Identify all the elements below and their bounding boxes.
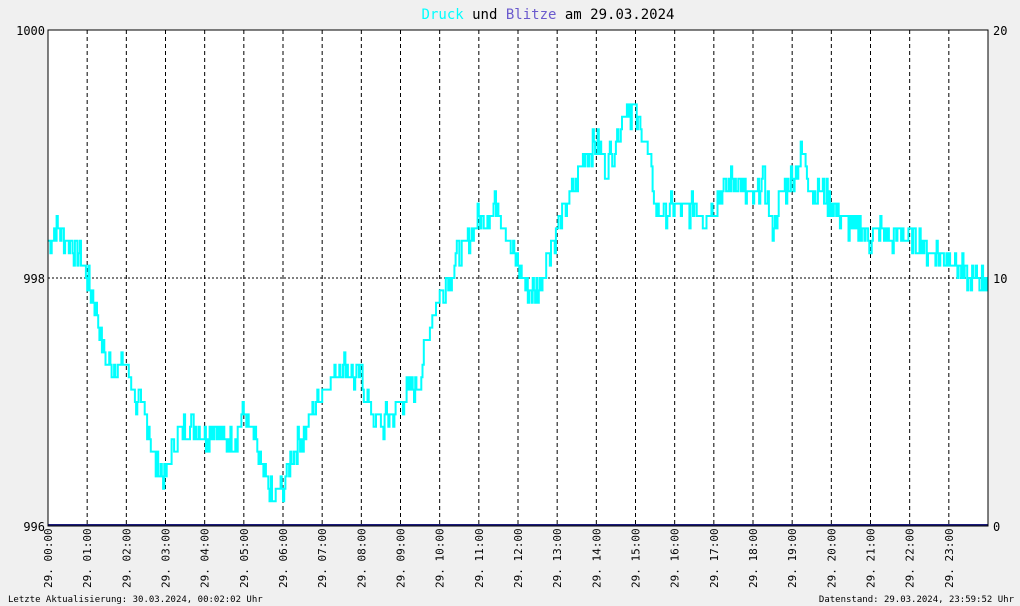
title-druck: Druck xyxy=(422,7,465,23)
druck-series-line xyxy=(48,103,988,503)
x-tick-label: 29. 03:00 xyxy=(160,528,173,588)
y-right-tick-label: 20 xyxy=(993,24,1007,38)
x-tick-label: 29. 17:00 xyxy=(708,528,721,588)
title-date: am 29.03.2024 xyxy=(565,7,675,23)
y-left-tick-label: 1000 xyxy=(16,24,45,38)
x-tick-label: 29. 01:00 xyxy=(81,528,94,588)
x-tick-label: 29. 22:00 xyxy=(904,528,917,588)
title-und: und xyxy=(472,7,497,23)
title-blitze: Blitze xyxy=(506,7,557,23)
footer-last-update: Letzte Aktualisierung: 30.03.2024, 00:02… xyxy=(8,595,263,605)
x-tick-label: 29. 20:00 xyxy=(825,528,838,588)
x-tick-label: 29. 12:00 xyxy=(512,528,525,588)
x-tick-label: 29. 07:00 xyxy=(316,528,329,588)
x-tick-label: 29. 05:00 xyxy=(238,528,251,588)
x-tick-label: 29. 18:00 xyxy=(747,528,760,588)
x-tick-label: 29. 02:00 xyxy=(120,528,133,588)
x-tick-label: 29. 16:00 xyxy=(669,528,682,588)
x-tick-label: 29. 04:00 xyxy=(199,528,212,588)
x-tick-label: 29. 13:00 xyxy=(551,528,564,588)
footer-data-status: Datenstand: 29.03.2024, 23:59:52 Uhr xyxy=(819,595,1015,605)
y-axis-left: 1000 998 996 xyxy=(16,24,45,534)
grid xyxy=(48,29,988,526)
x-tick-label: 29. 19:00 xyxy=(786,528,799,588)
chart-title: Druck und Blitze am 29.03.2024 xyxy=(422,7,675,23)
y-right-tick-label: 10 xyxy=(993,272,1007,286)
x-tick-label: 29. 14:00 xyxy=(590,528,603,588)
y-right-tick-label: 0 xyxy=(993,520,1000,534)
y-axis-right: 20 10 0 xyxy=(993,24,1007,534)
x-tick-label: 29. 00:00 xyxy=(42,528,55,588)
x-tick-label: 29. 11:00 xyxy=(473,528,486,588)
x-tick-label: 29. 08:00 xyxy=(355,528,368,588)
x-axis: 29. 00:00 29. 01:00 29. 02:00 29. 03:00 29. … xyxy=(42,528,956,588)
x-tick-label: 29. 10:00 xyxy=(434,528,447,588)
x-tick-label: 29. 23:00 xyxy=(943,528,956,588)
x-tick-label: 29. 21:00 xyxy=(865,528,878,588)
y-left-tick-label: 996 xyxy=(23,520,45,534)
plot-frame xyxy=(47,29,989,527)
x-tick-label: 29. 09:00 xyxy=(395,528,408,588)
x-tick-label: 29. 15:00 xyxy=(630,528,643,588)
x-tick-label: 29. 06:00 xyxy=(277,528,290,588)
y-left-tick-label: 998 xyxy=(23,272,45,286)
